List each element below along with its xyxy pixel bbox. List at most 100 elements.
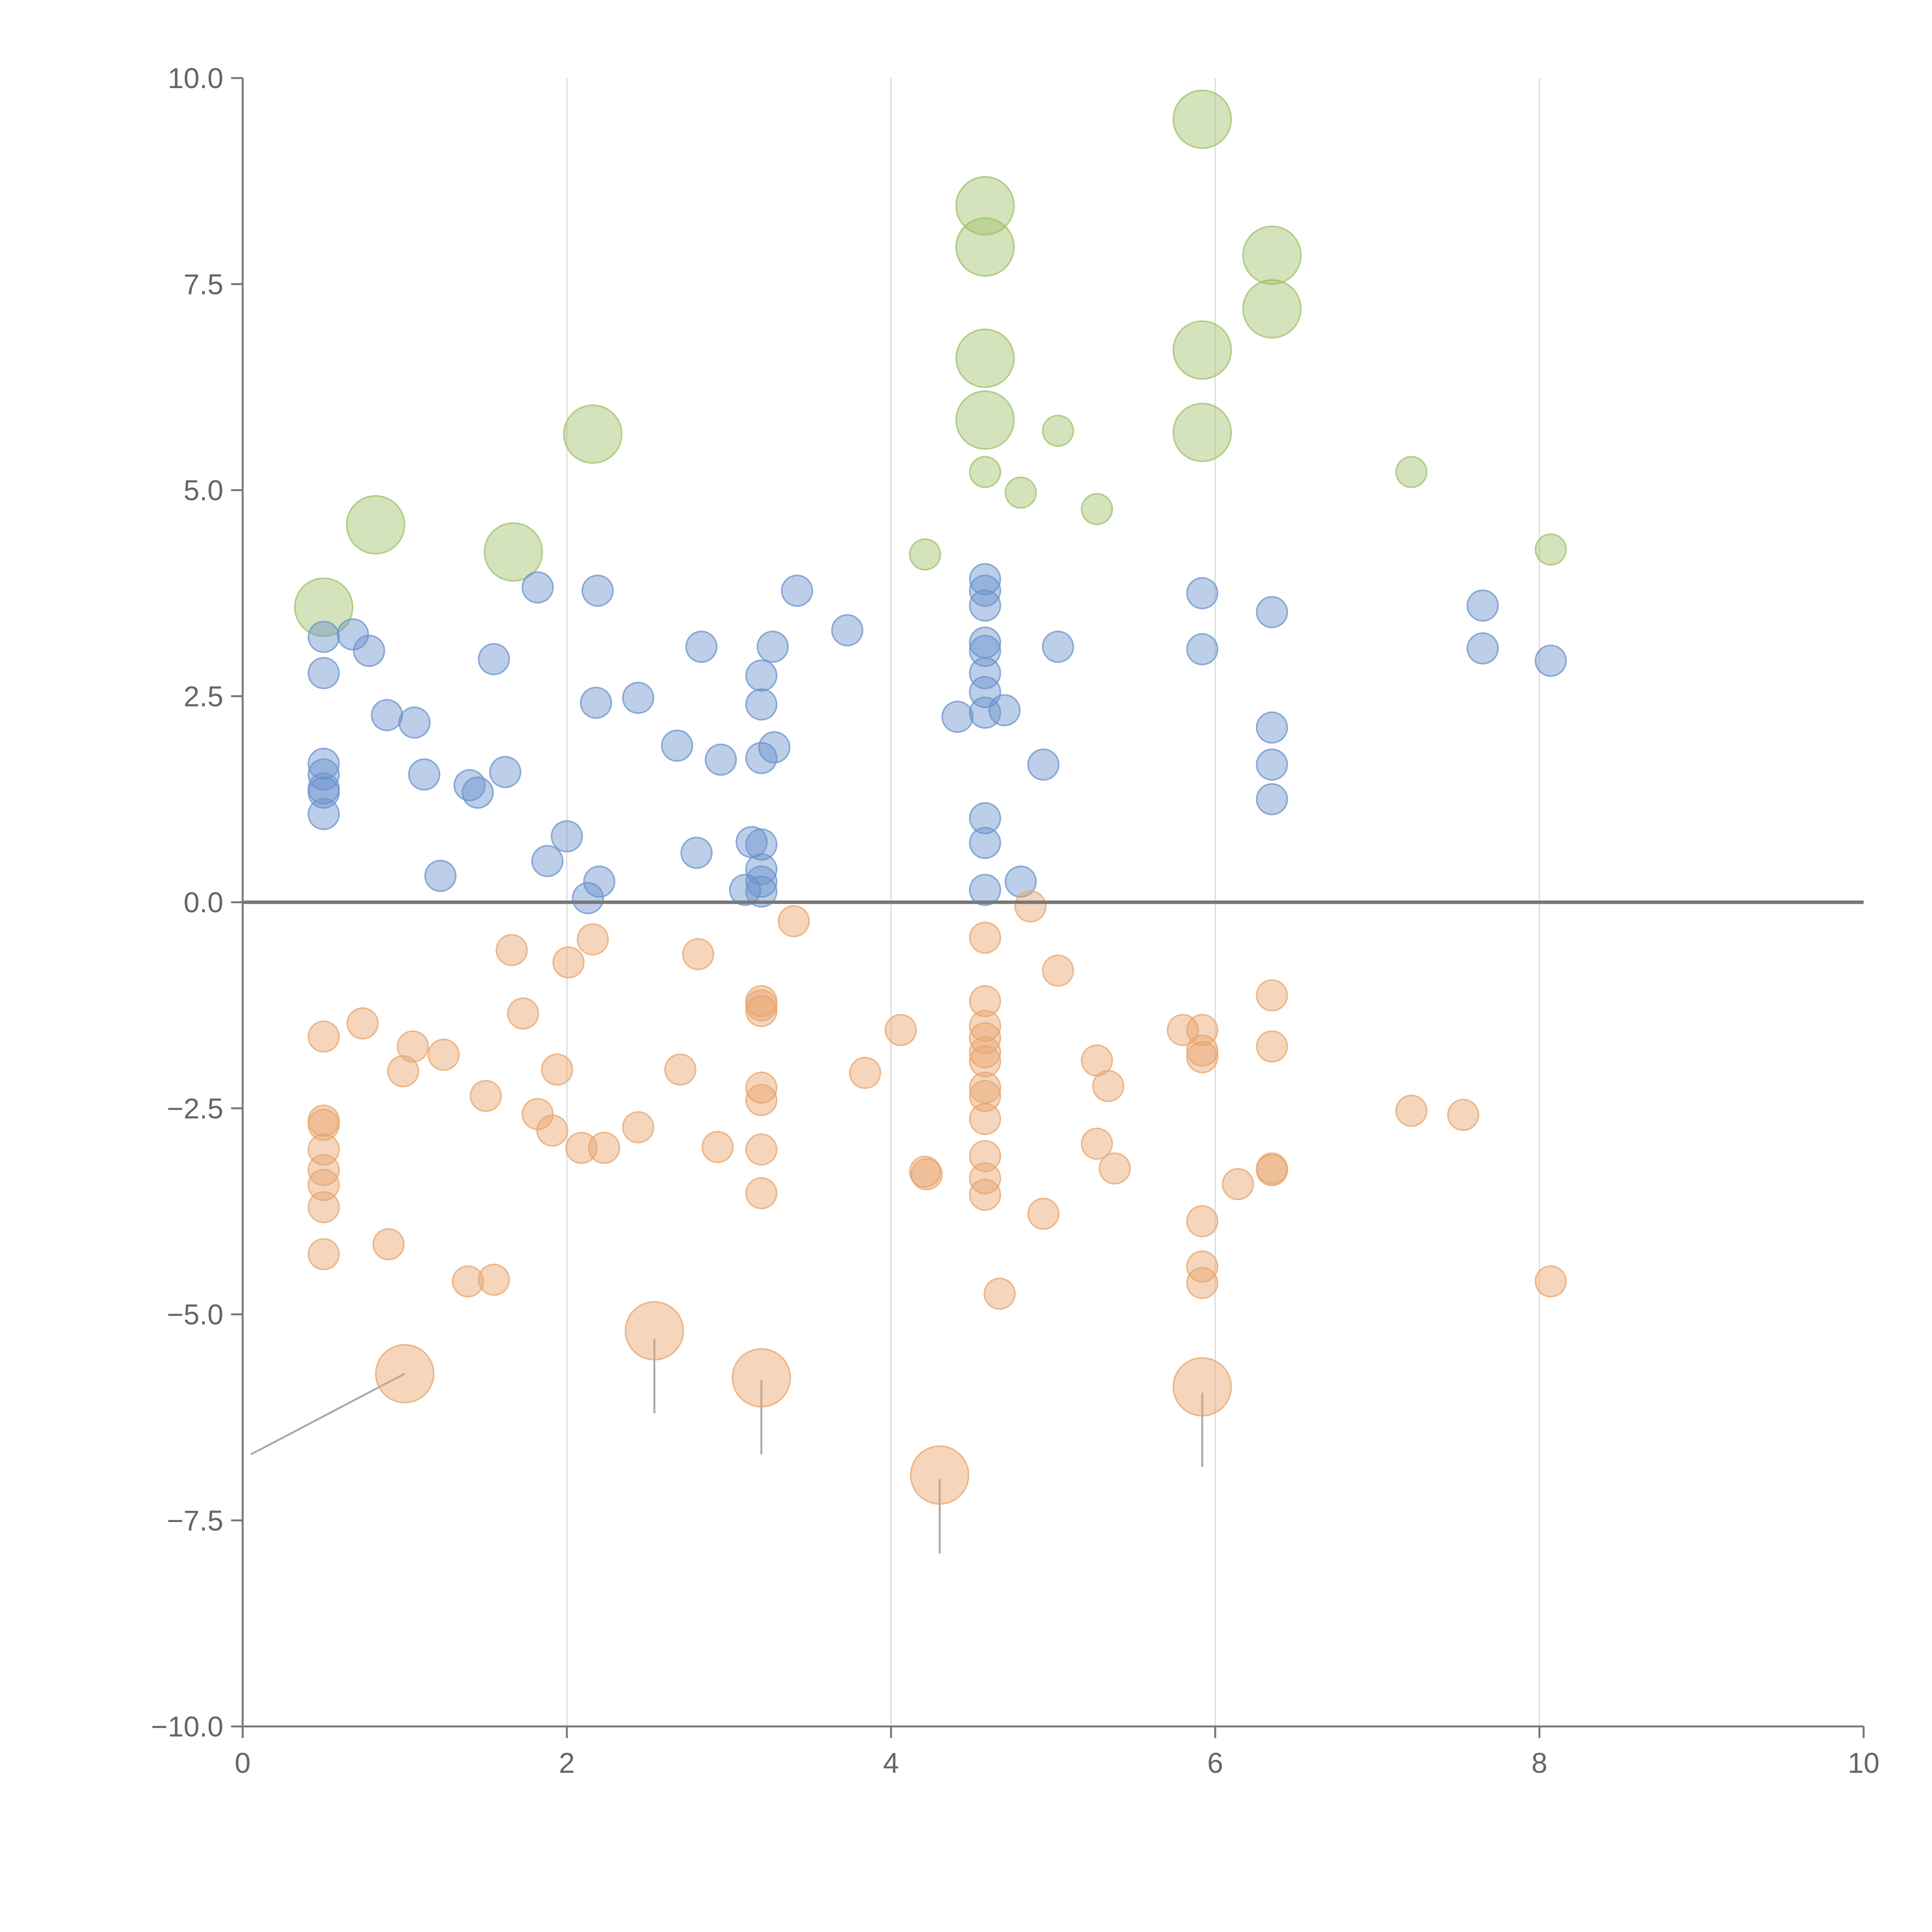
data-point-orange bbox=[745, 1177, 778, 1209]
data-point-blue bbox=[1042, 631, 1074, 663]
data-point-orange bbox=[577, 923, 609, 956]
data-point-blue bbox=[1256, 596, 1288, 628]
y-tick-label: −10.0 bbox=[151, 1711, 223, 1743]
data-point-orange bbox=[1186, 1205, 1219, 1238]
data-point-blue bbox=[1466, 632, 1499, 665]
data-point-blue bbox=[781, 575, 813, 607]
data-point-orange bbox=[884, 1014, 917, 1046]
data-points bbox=[294, 89, 1567, 1505]
data-point-green bbox=[1172, 403, 1232, 463]
data-point-blue bbox=[1186, 577, 1219, 609]
data-point-orange bbox=[1186, 1041, 1219, 1073]
data-point-orange bbox=[909, 1155, 941, 1188]
data-point-orange bbox=[375, 1344, 435, 1403]
data-point-blue bbox=[969, 634, 1001, 667]
data-point-green bbox=[969, 456, 1001, 488]
data-point-blue bbox=[308, 657, 340, 689]
data-point-blue bbox=[988, 694, 1021, 726]
data-point-orange bbox=[1256, 1154, 1288, 1186]
y-tick-label: 2.5 bbox=[184, 680, 223, 713]
data-point-blue bbox=[1256, 748, 1288, 781]
y-tick-label: 0.0 bbox=[184, 886, 223, 918]
data-point-blue bbox=[704, 743, 737, 776]
data-point-orange bbox=[969, 1162, 1001, 1195]
data-point-blue bbox=[489, 756, 522, 788]
data-point-blue bbox=[531, 845, 564, 877]
data-point-green bbox=[1081, 493, 1113, 526]
data-point-green bbox=[1242, 225, 1302, 285]
data-point-green bbox=[955, 390, 1015, 450]
data-point-blue bbox=[337, 618, 369, 651]
data-point-orange bbox=[308, 1168, 340, 1201]
data-point-orange bbox=[1395, 1095, 1428, 1127]
data-point-orange bbox=[701, 1131, 734, 1163]
data-point-orange bbox=[1256, 1030, 1288, 1063]
data-point-orange bbox=[427, 1038, 460, 1071]
data-point-blue bbox=[1027, 748, 1060, 781]
data-point-orange bbox=[745, 1133, 778, 1166]
data-point-orange bbox=[478, 1264, 510, 1296]
x-tick-label: 10 bbox=[1848, 1747, 1879, 1779]
data-point-blue bbox=[521, 571, 554, 604]
data-point-orange bbox=[308, 1109, 340, 1141]
data-point-orange bbox=[308, 1238, 340, 1270]
data-point-blue bbox=[580, 687, 612, 719]
data-point-orange bbox=[1081, 1128, 1113, 1160]
data-point-blue bbox=[308, 758, 340, 791]
data-point-blue bbox=[1256, 783, 1288, 816]
data-point-orange bbox=[624, 1301, 684, 1361]
data-point-green bbox=[294, 577, 354, 637]
data-point-orange bbox=[682, 938, 714, 971]
data-point-orange bbox=[346, 1007, 379, 1040]
data-point-orange bbox=[565, 1131, 598, 1164]
data-point-green bbox=[346, 495, 405, 554]
data-point-blue bbox=[1466, 589, 1499, 622]
data-point-blue bbox=[398, 706, 431, 739]
data-point-blue bbox=[1256, 711, 1288, 744]
data-point-orange bbox=[507, 997, 539, 1030]
data-point-green bbox=[955, 328, 1015, 388]
data-point-orange bbox=[1447, 1099, 1480, 1131]
y-tick-label: 10.0 bbox=[168, 62, 223, 94]
data-point-orange bbox=[731, 1348, 791, 1408]
data-point-orange bbox=[552, 946, 585, 979]
data-point-blue bbox=[969, 589, 1001, 622]
data-point-orange bbox=[452, 1265, 484, 1298]
data-point-orange bbox=[969, 1022, 1001, 1054]
y-tick-label: −7.5 bbox=[167, 1505, 223, 1537]
x-tick-label: 8 bbox=[1531, 1747, 1547, 1779]
data-point-orange bbox=[745, 995, 778, 1027]
data-point-green bbox=[909, 538, 941, 571]
axes bbox=[231, 77, 1865, 1738]
data-point-orange bbox=[1092, 1070, 1124, 1102]
data-point-blue bbox=[745, 875, 778, 908]
data-point-blue bbox=[729, 874, 762, 906]
data-point-orange bbox=[777, 905, 810, 937]
data-point-orange bbox=[622, 1111, 655, 1143]
data-point-blue bbox=[622, 682, 655, 714]
data-point-orange bbox=[1222, 1168, 1254, 1201]
data-point-blue bbox=[745, 742, 778, 774]
data-point-orange bbox=[969, 1036, 1001, 1068]
data-point-blue bbox=[969, 802, 1001, 835]
data-point-green bbox=[955, 217, 1015, 277]
x-tick-label: 2 bbox=[559, 1747, 575, 1779]
data-point-orange bbox=[536, 1114, 568, 1147]
data-point-orange bbox=[849, 1056, 881, 1089]
data-point-green bbox=[955, 176, 1015, 236]
data-point-blue bbox=[478, 643, 510, 675]
data-point-blue bbox=[408, 758, 440, 791]
data-point-blue bbox=[461, 776, 494, 809]
data-point-orange bbox=[541, 1053, 573, 1086]
data-point-orange bbox=[969, 1045, 1001, 1078]
data-point-orange bbox=[1042, 954, 1074, 987]
data-point-blue bbox=[969, 563, 1001, 595]
tick-labels: 10.0 7.5 5.0 2.5 0.0 −2.5 −5.0 −7.5 −10.0 0 2 4 6 8 10 bbox=[151, 62, 1879, 1779]
data-point-orange bbox=[469, 1080, 502, 1112]
data-point-blue bbox=[745, 688, 778, 721]
data-point-blue bbox=[661, 730, 693, 762]
data-point-orange bbox=[969, 1140, 1001, 1172]
data-point-orange bbox=[308, 1191, 340, 1223]
data-point-orange bbox=[969, 922, 1001, 954]
